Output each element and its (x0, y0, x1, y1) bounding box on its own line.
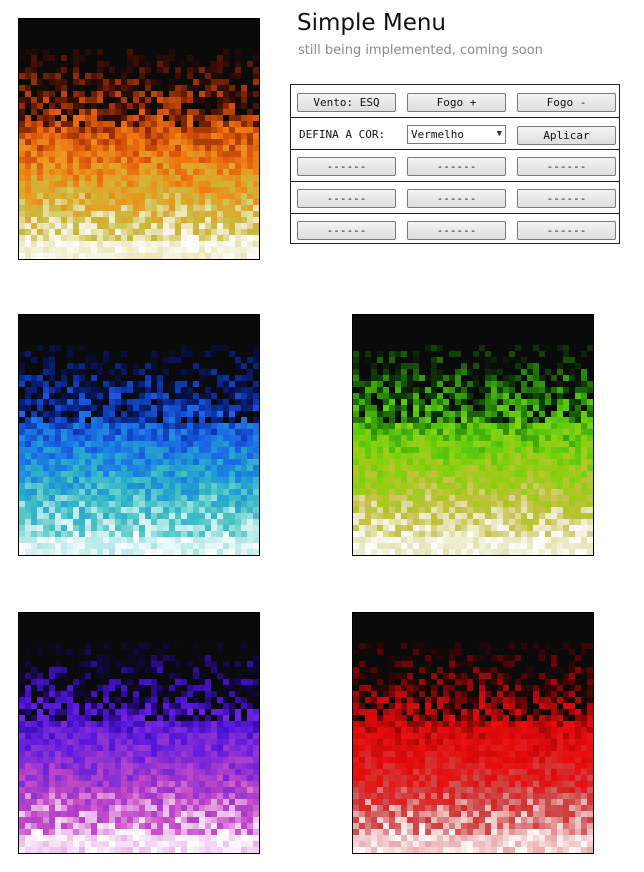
panel-row-placeholder-1: ------ ------ ------ (291, 149, 619, 181)
panel-row-controls: Vento: ESQ Fogo + Fogo - (291, 85, 619, 117)
control-panel: Vento: ESQ Fogo + Fogo - DEFINA A COR: V… (290, 84, 620, 244)
placeholder-button[interactable]: ------ (517, 221, 616, 240)
fire-canvas-purple (18, 612, 260, 854)
color-label: DEFINA A COR: (299, 128, 386, 141)
apply-button[interactable]: Aplicar (517, 126, 616, 145)
placeholder-button[interactable]: ------ (407, 221, 506, 240)
placeholder-button[interactable]: ------ (297, 221, 396, 240)
fire-decrease-button[interactable]: Fogo - (517, 93, 616, 112)
panel-row-placeholder-3: ------ ------ ------ (291, 213, 619, 245)
placeholder-button[interactable]: ------ (297, 157, 396, 176)
placeholder-button[interactable]: ------ (407, 189, 506, 208)
panel-row-color: DEFINA A COR: Vermelho ▼ Aplicar (291, 117, 619, 149)
placeholder-button[interactable]: ------ (517, 189, 616, 208)
color-select[interactable]: Vermelho ▼ (407, 125, 506, 144)
fire-canvas-green (352, 314, 594, 556)
placeholder-button[interactable]: ------ (297, 189, 396, 208)
placeholder-button[interactable]: ------ (517, 157, 616, 176)
fire-canvas-blue (18, 314, 260, 556)
fire-canvas-orange (18, 18, 260, 260)
placeholder-button[interactable]: ------ (407, 157, 506, 176)
chevron-down-icon: ▼ (496, 129, 502, 139)
panel-row-placeholder-2: ------ ------ ------ (291, 181, 619, 213)
fire-canvas-red (352, 612, 594, 854)
menu-title: Simple Menu (297, 10, 446, 36)
color-select-value: Vermelho (411, 128, 464, 141)
fire-increase-button[interactable]: Fogo + (407, 93, 506, 112)
wind-direction-button[interactable]: Vento: ESQ (297, 93, 396, 112)
menu-subtitle: still being implemented, coming soon (298, 43, 543, 58)
